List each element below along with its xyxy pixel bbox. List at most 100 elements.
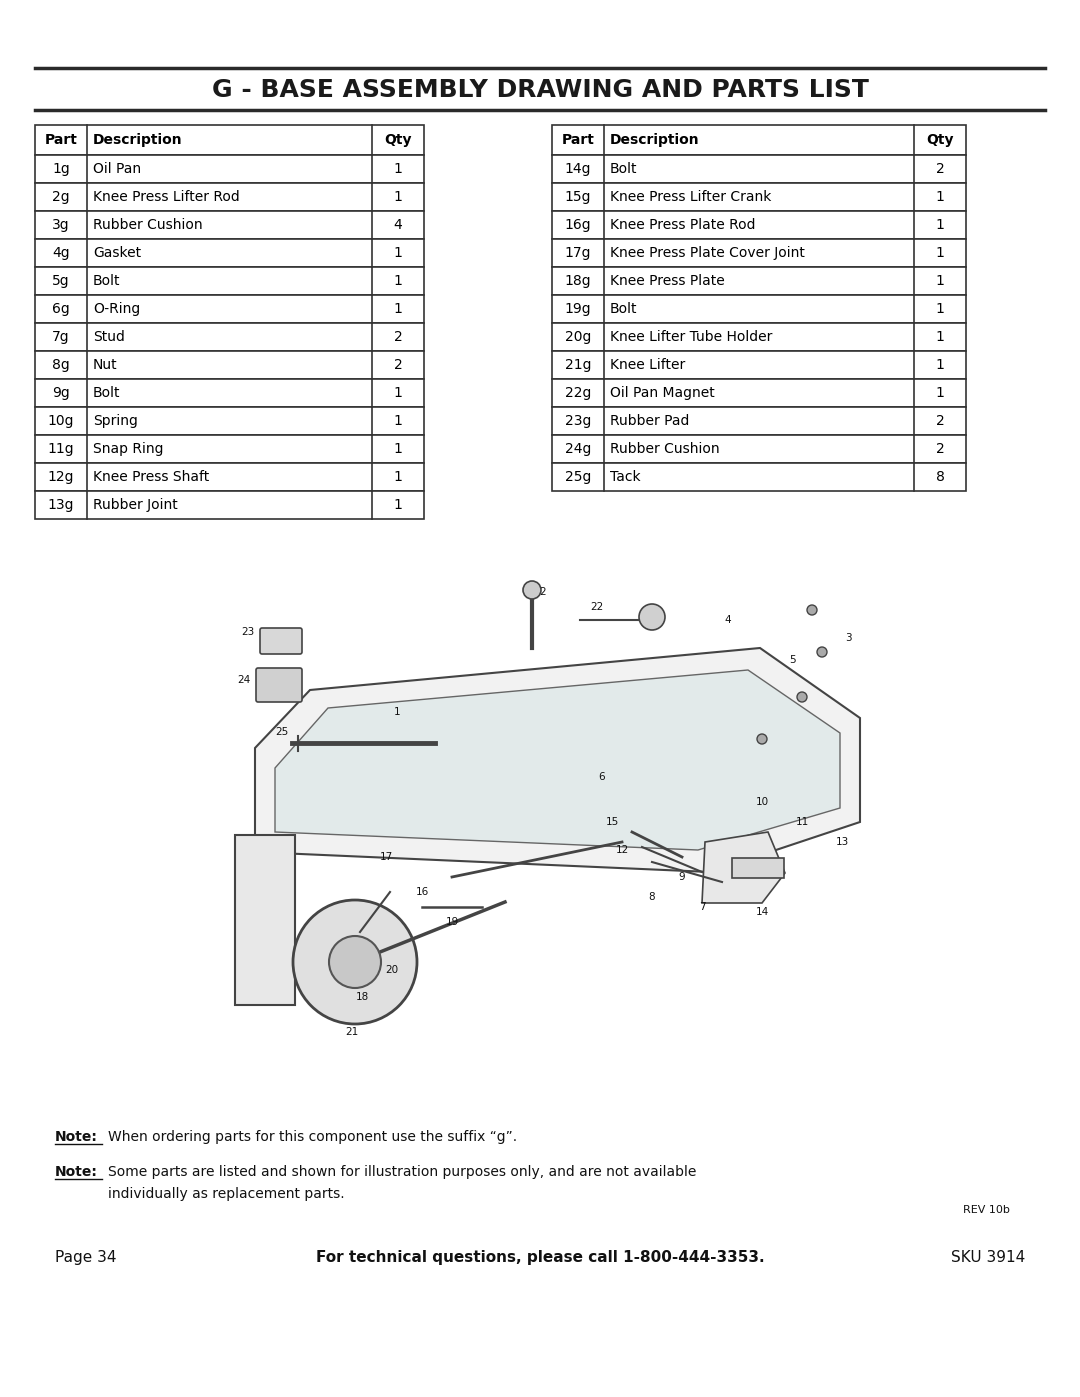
Text: 1g: 1g xyxy=(52,162,70,176)
Text: 23: 23 xyxy=(241,627,255,637)
Text: 3: 3 xyxy=(845,633,851,643)
Bar xyxy=(552,379,966,407)
Bar xyxy=(552,434,966,462)
Text: Spring: Spring xyxy=(93,414,138,427)
Bar xyxy=(732,858,784,877)
Bar xyxy=(35,239,424,267)
Text: 1: 1 xyxy=(935,358,944,372)
Circle shape xyxy=(757,733,767,745)
Text: 1: 1 xyxy=(393,302,403,316)
Text: 1: 1 xyxy=(393,469,403,483)
Text: Page 34: Page 34 xyxy=(55,1250,117,1266)
Text: 1: 1 xyxy=(393,497,403,511)
Text: 10g: 10g xyxy=(48,414,75,427)
Text: 2: 2 xyxy=(393,330,403,344)
Circle shape xyxy=(293,900,417,1024)
Circle shape xyxy=(797,692,807,703)
Text: Knee Press Plate Rod: Knee Press Plate Rod xyxy=(610,218,756,232)
Text: Oil Pan Magnet: Oil Pan Magnet xyxy=(610,386,715,400)
Text: Oil Pan: Oil Pan xyxy=(93,162,141,176)
Text: 13g: 13g xyxy=(48,497,75,511)
Text: 1: 1 xyxy=(935,386,944,400)
Text: 25: 25 xyxy=(275,726,288,738)
Text: Description: Description xyxy=(93,133,183,147)
Text: 1: 1 xyxy=(935,274,944,288)
Text: Knee Lifter Tube Holder: Knee Lifter Tube Holder xyxy=(610,330,772,344)
Text: 1: 1 xyxy=(394,707,401,717)
Text: 3g: 3g xyxy=(52,218,70,232)
Bar xyxy=(552,239,966,267)
Text: 1: 1 xyxy=(393,386,403,400)
Text: 8: 8 xyxy=(935,469,944,483)
Text: Rubber Cushion: Rubber Cushion xyxy=(93,218,203,232)
Text: Note:: Note: xyxy=(55,1130,98,1144)
Text: Some parts are listed and shown for illustration purposes only, and are not avai: Some parts are listed and shown for illu… xyxy=(108,1165,697,1179)
FancyBboxPatch shape xyxy=(256,668,302,703)
Text: 6g: 6g xyxy=(52,302,70,316)
Text: O-Ring: O-Ring xyxy=(93,302,140,316)
Text: 7: 7 xyxy=(699,902,705,912)
Text: 9: 9 xyxy=(678,872,686,882)
Text: 2: 2 xyxy=(935,162,944,176)
Bar xyxy=(552,323,966,351)
Bar xyxy=(35,490,424,520)
Text: 16g: 16g xyxy=(565,218,592,232)
Text: 19: 19 xyxy=(445,916,459,928)
Text: 11g: 11g xyxy=(48,441,75,455)
Text: 1: 1 xyxy=(393,246,403,260)
Bar xyxy=(552,351,966,379)
Circle shape xyxy=(329,936,381,988)
Bar xyxy=(552,183,966,211)
Bar xyxy=(552,124,966,155)
Bar xyxy=(552,155,966,183)
Text: Knee Press Lifter Crank: Knee Press Lifter Crank xyxy=(610,190,771,204)
Text: 4: 4 xyxy=(393,218,403,232)
Text: 14: 14 xyxy=(755,907,769,916)
Bar xyxy=(35,124,424,155)
Text: Knee Press Shaft: Knee Press Shaft xyxy=(93,469,210,483)
Text: 17: 17 xyxy=(379,852,393,862)
Text: Tack: Tack xyxy=(610,469,640,483)
Text: 1: 1 xyxy=(393,190,403,204)
Text: Qty: Qty xyxy=(927,133,954,147)
Circle shape xyxy=(523,581,541,599)
Bar xyxy=(552,407,966,434)
Text: 4: 4 xyxy=(725,615,731,624)
Text: individually as replacement parts.: individually as replacement parts. xyxy=(108,1187,345,1201)
Text: For technical questions, please call 1-800-444-3353.: For technical questions, please call 1-8… xyxy=(315,1250,765,1266)
Bar xyxy=(552,295,966,323)
Polygon shape xyxy=(275,671,840,849)
Text: 1: 1 xyxy=(935,302,944,316)
Bar xyxy=(35,155,424,183)
FancyBboxPatch shape xyxy=(260,629,302,654)
Text: 5g: 5g xyxy=(52,274,70,288)
Text: Stud: Stud xyxy=(93,330,125,344)
Text: REV 10b: REV 10b xyxy=(963,1206,1010,1215)
Text: 20g: 20g xyxy=(565,330,591,344)
Bar xyxy=(35,351,424,379)
Text: 23g: 23g xyxy=(565,414,591,427)
Text: 13: 13 xyxy=(835,837,849,847)
Text: 4g: 4g xyxy=(52,246,70,260)
Text: Nut: Nut xyxy=(93,358,118,372)
Text: 2: 2 xyxy=(935,414,944,427)
Text: 22g: 22g xyxy=(565,386,591,400)
Text: 15g: 15g xyxy=(565,190,591,204)
Text: 12: 12 xyxy=(616,845,629,855)
Text: 18: 18 xyxy=(355,992,368,1002)
Text: Rubber Pad: Rubber Pad xyxy=(610,414,689,427)
Text: 21: 21 xyxy=(346,1027,359,1037)
Text: 14g: 14g xyxy=(565,162,591,176)
Text: 24g: 24g xyxy=(565,441,591,455)
Text: Snap Ring: Snap Ring xyxy=(93,441,163,455)
Bar xyxy=(35,211,424,239)
Text: 1: 1 xyxy=(935,330,944,344)
Text: 1: 1 xyxy=(393,441,403,455)
Text: Part: Part xyxy=(44,133,78,147)
Circle shape xyxy=(639,604,665,630)
Bar xyxy=(552,267,966,295)
Text: SKU 3914: SKU 3914 xyxy=(950,1250,1025,1266)
Text: Bolt: Bolt xyxy=(93,386,121,400)
Text: Knee Press Plate Cover Joint: Knee Press Plate Cover Joint xyxy=(610,246,805,260)
Text: 5: 5 xyxy=(788,655,795,665)
